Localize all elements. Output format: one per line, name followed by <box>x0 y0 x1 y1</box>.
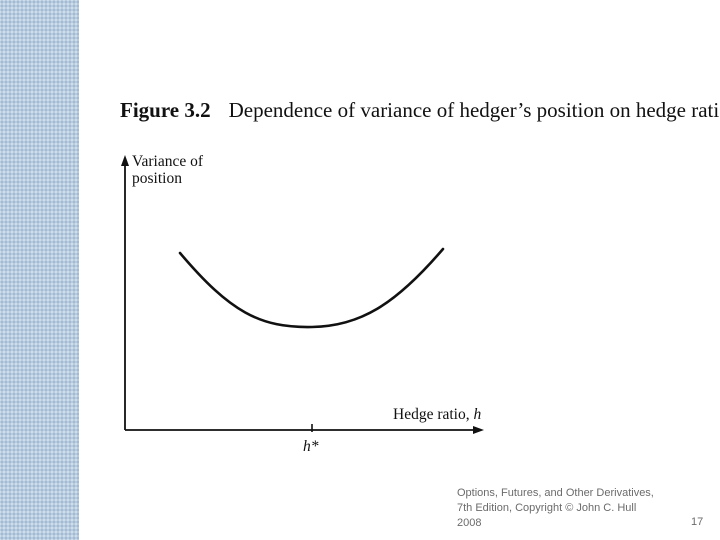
x-axis-label-text: Hedge ratio, <box>393 406 470 423</box>
page-number: 17 <box>691 516 704 528</box>
footer-line-3: 2008 <box>457 517 482 529</box>
optimum-tick-label: h* <box>303 438 319 455</box>
y-axis-label-line2: position <box>132 170 182 187</box>
x-axis-variable: h <box>473 406 482 423</box>
x-axis-label: Hedge ratio, h <box>393 406 481 424</box>
footer-line-2: 7th Edition, Copyright © John C. Hull <box>457 502 637 514</box>
y-axis-arrowhead <box>121 155 129 166</box>
figure-caption: Figure 3.2 Dependence of variance of hedg… <box>120 98 720 123</box>
figure-caption-text: Dependence of variance of hedger’s posit… <box>228 98 720 122</box>
footer-citation: Options, Futures, and Other Derivatives,… <box>457 486 687 531</box>
y-axis-label-line1: Variance of <box>132 153 203 170</box>
side-decorative-band <box>0 0 79 540</box>
figure-number: Figure 3.2 <box>120 98 211 122</box>
y-axis-label: Variance of position <box>132 153 203 187</box>
x-axis-arrowhead <box>473 426 484 434</box>
variance-curve <box>178 247 445 329</box>
footer-line-1: Options, Futures, and Other Derivatives, <box>457 487 654 499</box>
